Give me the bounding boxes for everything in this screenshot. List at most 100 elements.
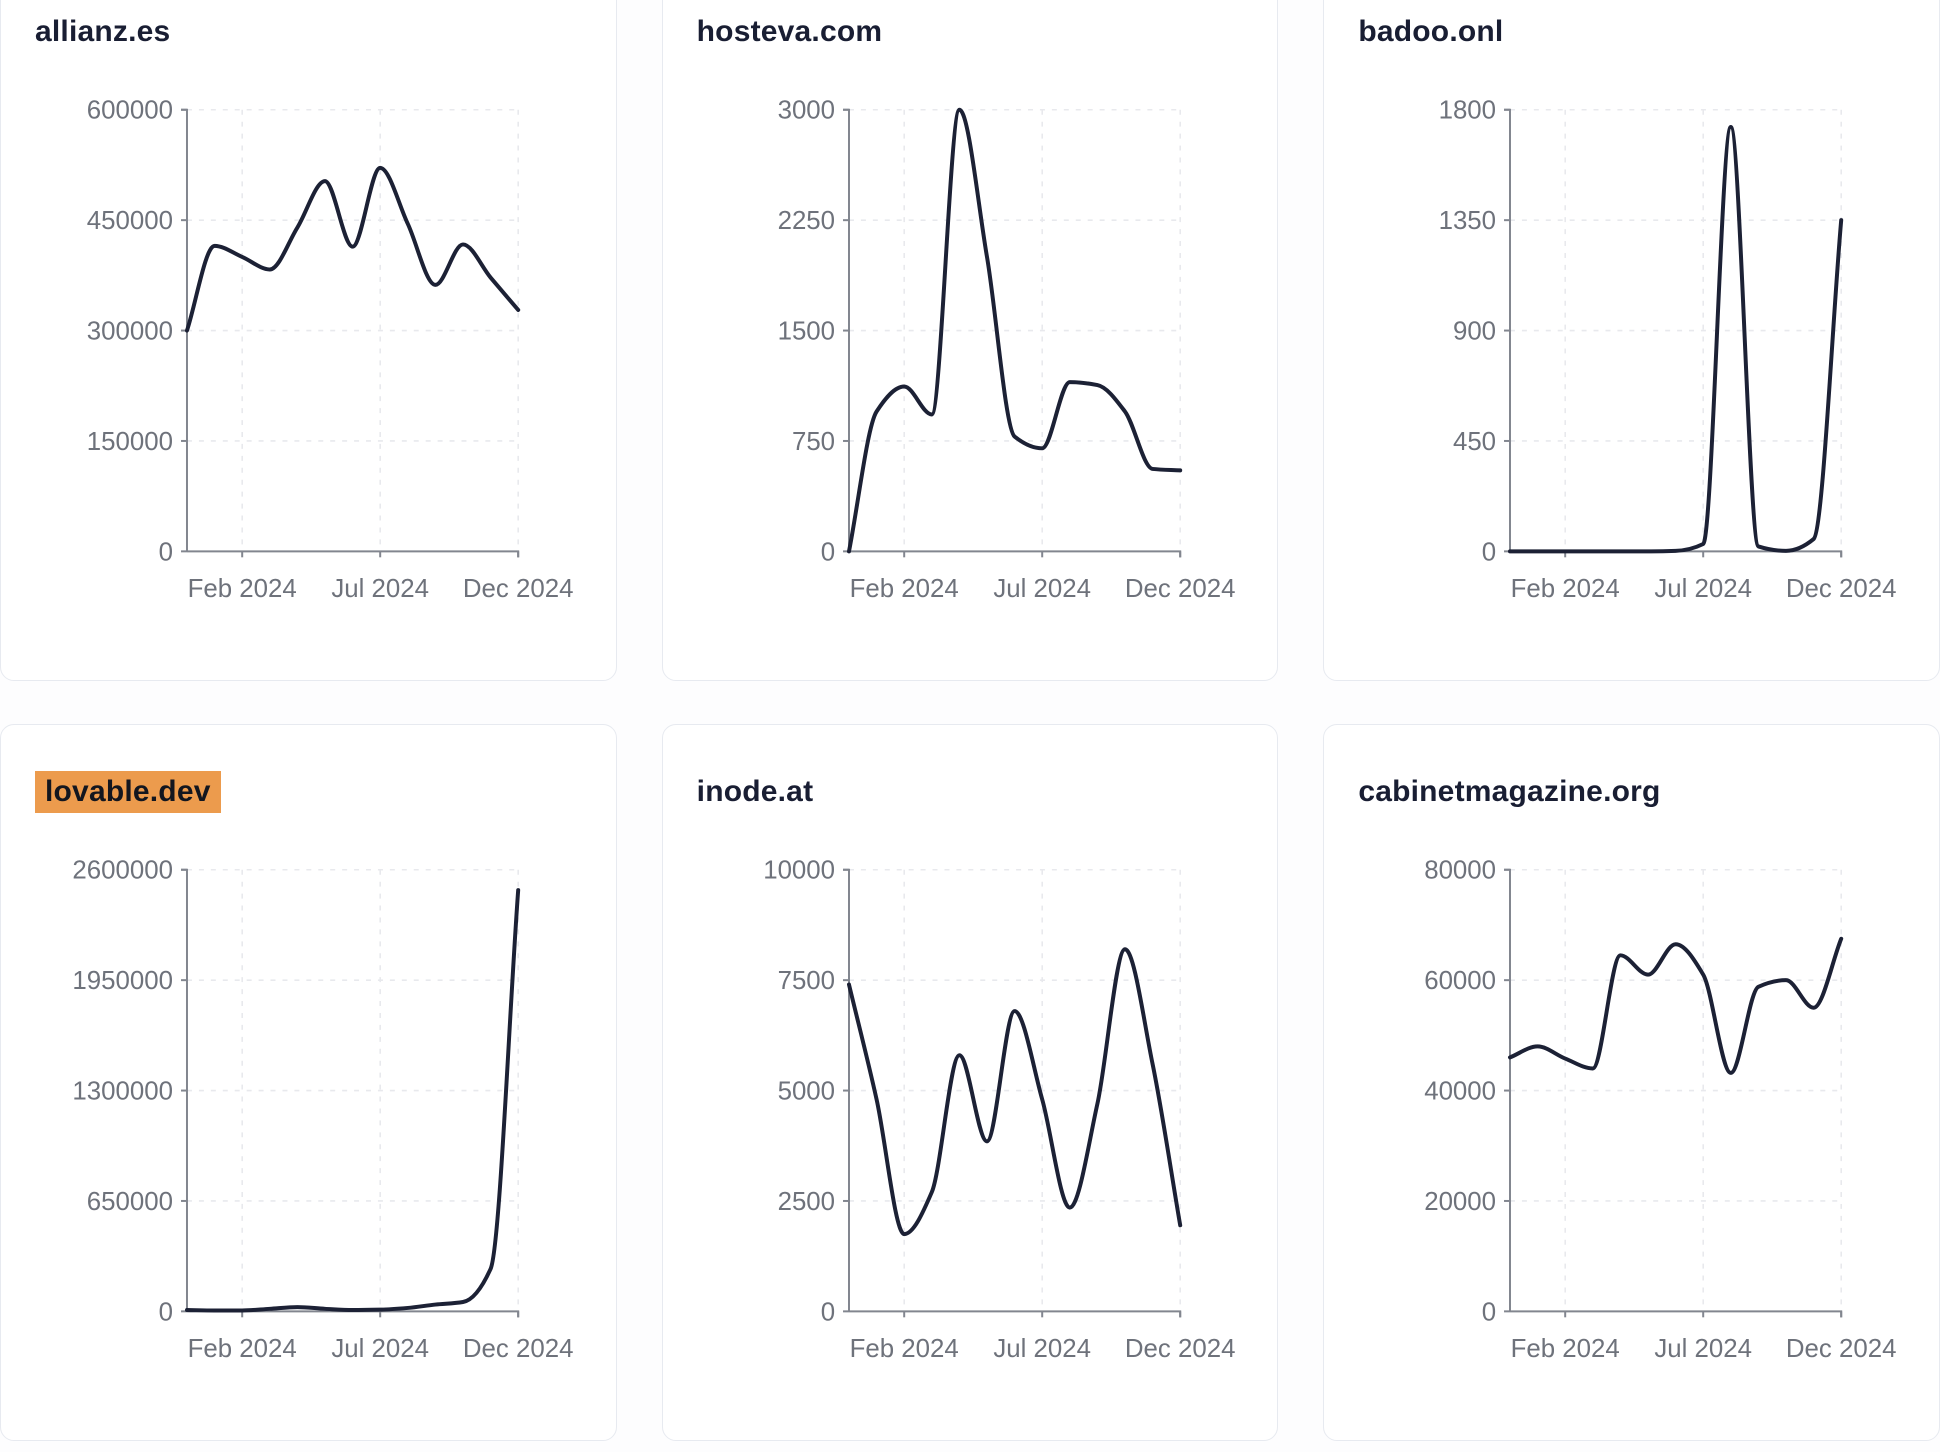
gridlines — [186, 868, 519, 1312]
x-tick-label: Feb 2024 — [849, 1335, 958, 1363]
x-tick-label: Jul 2024 — [1655, 575, 1753, 603]
y-tick-label: 900 — [1453, 318, 1496, 346]
x-tick-label: Jul 2024 — [993, 575, 1091, 603]
series-line — [1508, 124, 1844, 554]
chart-title: badoo.onl — [1358, 15, 1504, 48]
y-tick-label: 1950000 — [72, 967, 173, 995]
gridlines — [848, 868, 1181, 1312]
y-tick-labels: 0 2500 5000 7500 10000 — [763, 857, 835, 1327]
x-tick-label: Jul 2024 — [1655, 1335, 1753, 1363]
y-tick-label: 0 — [1482, 538, 1496, 566]
axes — [181, 108, 520, 558]
x-tick-label: Dec 2024 — [1786, 575, 1897, 603]
series-line — [185, 165, 521, 333]
y-tick-label: 40000 — [1425, 1078, 1497, 1106]
chart-title: hosteva.com — [696, 15, 883, 48]
line-chart: 0 20000 40000 60000 80000 Feb 2024 Jul 2024 Dec… — [1425, 857, 1897, 1363]
y-tick-labels: 0 150000 300000 450000 600000 — [87, 97, 173, 567]
gridlines — [1510, 108, 1843, 552]
y-tick-label: 2500 — [777, 1188, 835, 1216]
y-tick-label: 1800 — [1439, 97, 1497, 125]
y-tick-labels: 0 750 1500 2250 3000 — [777, 97, 835, 567]
axes — [1504, 108, 1843, 558]
y-tick-label: 1500 — [777, 318, 835, 346]
x-tick-label: Dec 2024 — [463, 575, 574, 603]
chart-title: inode.at — [696, 775, 814, 808]
chart-card-allianz-es: allianz.es 0 150000 300000 450000 600000 Feb 2… — [0, 0, 617, 681]
y-tick-label: 80000 — [1425, 857, 1497, 885]
highlighted-title-text: lovable.dev — [35, 771, 221, 813]
y-tick-label: 300000 — [87, 318, 173, 346]
x-tick-labels: Feb 2024 Jul 2024 Dec 2024 — [188, 1335, 574, 1363]
x-tick-label: Jul 2024 — [993, 1335, 1091, 1363]
chart-title: cabinetmagazine.org — [1358, 775, 1661, 808]
y-tick-label: 5000 — [777, 1078, 835, 1106]
axes — [181, 868, 520, 1318]
x-tick-labels: Feb 2024 Jul 2024 Dec 2024 — [1511, 575, 1897, 603]
y-tick-labels: 0 20000 40000 60000 80000 — [1425, 857, 1497, 1327]
axes — [842, 868, 1181, 1318]
y-tick-label: 150000 — [87, 428, 173, 456]
x-tick-label: Feb 2024 — [188, 1335, 297, 1363]
y-tick-label: 2600000 — [72, 857, 173, 885]
series-line — [846, 947, 1182, 1237]
x-axis — [848, 550, 1181, 558]
chart-title: allianz.es — [35, 15, 171, 48]
y-tick-label: 0 — [820, 538, 834, 566]
x-tick-label: Dec 2024 — [1125, 1335, 1236, 1363]
y-tick-label: 3000 — [777, 97, 835, 125]
line-chart: 0 650000 1300000 1950000 2600000 Feb 2024 Jul … — [72, 857, 574, 1363]
y-tick-label: 450000 — [87, 207, 173, 235]
x-tick-labels: Feb 2024 Jul 2024 Dec 2024 — [188, 575, 574, 603]
y-tick-label: 650000 — [87, 1188, 173, 1216]
line-chart: 0 750 1500 2250 3000 Feb 2024 Jul 2024 Dec 2024 — [777, 97, 1235, 603]
y-tick-label: 10000 — [763, 857, 835, 885]
y-tick-label: 2250 — [777, 207, 835, 235]
y-tick-label: 0 — [820, 1298, 834, 1326]
gridlines — [848, 108, 1181, 552]
x-axis — [1510, 1310, 1843, 1318]
y-tick-label: 0 — [159, 1298, 173, 1326]
y-tick-label: 60000 — [1425, 967, 1497, 995]
gridlines — [1510, 868, 1843, 1312]
axes — [842, 108, 1181, 558]
x-tick-label: Feb 2024 — [188, 575, 297, 603]
y-tick-label: 600000 — [87, 97, 173, 125]
line-chart: 0 450 900 1350 1800 Feb 2024 Jul 2024 Dec 2024 — [1439, 97, 1897, 603]
chart-card-cabinetmagazine-org: cabinetmagazine.org 0 20000 40000 60000 80000… — [1323, 724, 1940, 1441]
x-tick-labels: Feb 2024 Jul 2024 Dec 2024 — [849, 575, 1235, 603]
y-tick-labels: 0 450 900 1350 1800 — [1439, 97, 1497, 567]
x-tick-label: Dec 2024 — [1125, 575, 1236, 603]
axes — [1504, 868, 1843, 1318]
y-tick-label: 0 — [159, 538, 173, 566]
x-tick-label: Jul 2024 — [331, 575, 429, 603]
y-tick-label: 450 — [1453, 428, 1496, 456]
series-line — [1508, 936, 1844, 1075]
chart-card-inode-at: inode.at 0 2500 5000 7500 10000 Feb 2024 Jul 20… — [661, 724, 1279, 1441]
series-line — [846, 107, 1182, 554]
y-tick-label: 1300000 — [72, 1078, 173, 1106]
x-tick-label: Dec 2024 — [1786, 1335, 1897, 1363]
x-tick-label: Jul 2024 — [331, 1335, 429, 1363]
chart-card-badoo-onl: badoo.onl 0 450 900 1350 1800 Feb 2024 Jul 2024… — [1323, 0, 1940, 681]
gridlines — [186, 108, 519, 552]
y-tick-labels: 0 650000 1300000 1950000 2600000 — [72, 857, 173, 1327]
x-axis — [186, 550, 520, 558]
x-tick-label: Feb 2024 — [1511, 1335, 1620, 1363]
line-chart: 0 2500 5000 7500 10000 Feb 2024 Jul 2024 Dec 20… — [763, 857, 1235, 1363]
chart-title: lovable.dev — [1, 725, 616, 825]
line-chart: 0 150000 300000 450000 600000 Feb 2024 Jul 202… — [87, 97, 574, 603]
x-tick-label: Feb 2024 — [1511, 575, 1620, 603]
y-tick-label: 0 — [1482, 1298, 1496, 1326]
x-tick-labels: Feb 2024 Jul 2024 Dec 2024 — [849, 1335, 1235, 1363]
y-tick-label: 1350 — [1439, 207, 1497, 235]
x-tick-label: Feb 2024 — [849, 575, 958, 603]
y-tick-label: 750 — [792, 428, 835, 456]
chart-card-hosteva-com: hosteva.com 0 750 1500 2250 3000 Feb 2024 Jul 2… — [661, 0, 1279, 681]
series-line — [185, 888, 521, 1313]
x-tick-label: Dec 2024 — [463, 1335, 574, 1363]
x-tick-labels: Feb 2024 Jul 2024 Dec 2024 — [1511, 1335, 1897, 1363]
chart-card-lovable-dev: lovable.dev 0 650000 1300000 1950000 2600000 F… — [0, 724, 617, 1441]
x-axis — [848, 1310, 1181, 1318]
